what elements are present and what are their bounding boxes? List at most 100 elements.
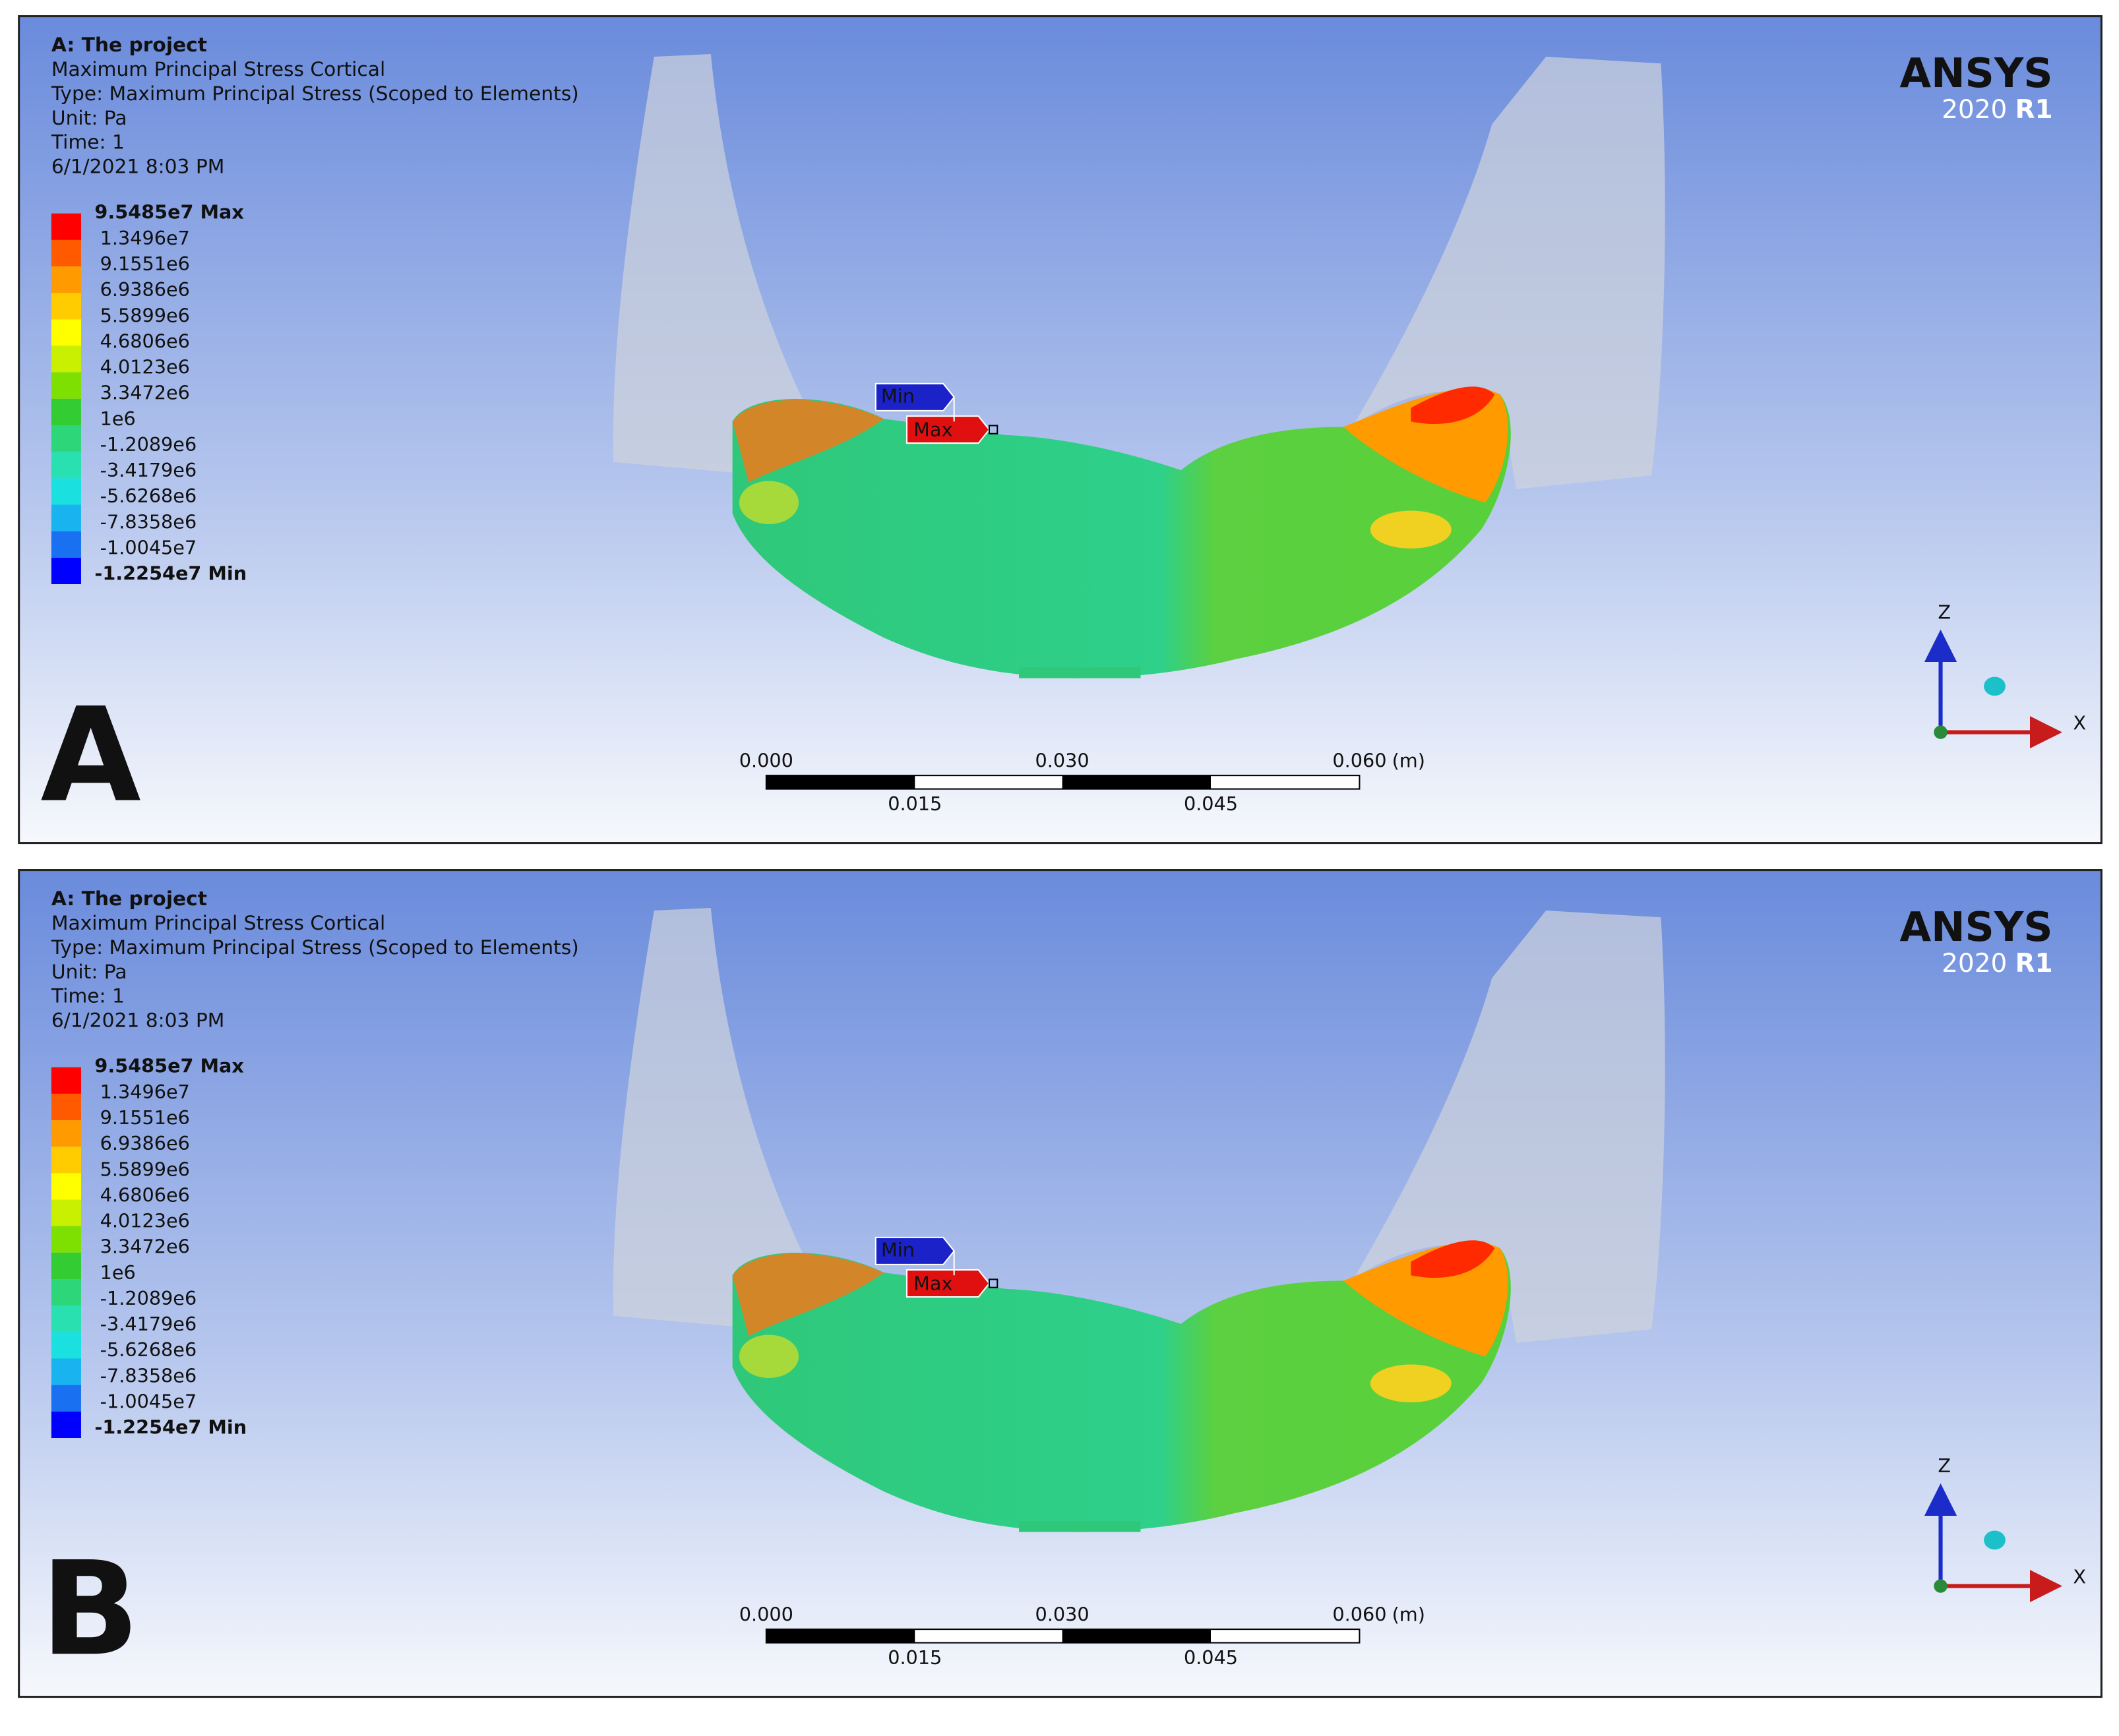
scale-label: 0.045 (1184, 793, 1238, 815)
triad-sphere (1984, 676, 2006, 696)
legend-swatch (51, 478, 81, 505)
header-line: Time: 1 (51, 131, 125, 154)
triad-sphere (1984, 1530, 2006, 1550)
base (1019, 667, 1141, 678)
legend-label: 1.3496e7 (100, 227, 190, 249)
scale-label: 0.000 (739, 750, 793, 772)
legend-swatch (51, 266, 81, 293)
min-flag (875, 382, 955, 411)
legend-swatch (51, 293, 81, 320)
header-line: Time: 1 (51, 985, 125, 1008)
scale-unit: (m) (1392, 1603, 1425, 1626)
legend-swatch (51, 1385, 81, 1412)
logo-year: 2020 (1942, 949, 2007, 978)
legend-swatch (51, 319, 81, 346)
legend-label: -5.6268e6 (100, 485, 197, 507)
header-line: Maximum Principal Stress Cortical (51, 912, 385, 935)
legend-label: 4.6806e6 (100, 1183, 190, 1206)
scale-label: 0.060 (1332, 750, 1386, 772)
legend-label: 9.1551e6 (100, 1106, 190, 1129)
base (1019, 1521, 1141, 1532)
legend-label: 1.3496e7 (100, 1081, 190, 1103)
panel-letter: A (40, 680, 140, 831)
scale-label: 0.060 (1332, 1603, 1386, 1626)
legend-label: 4.0123e6 (100, 356, 190, 378)
stress-left (732, 400, 884, 483)
triad-origin (1934, 725, 1948, 739)
logo-version: 2020 R1 (1942, 949, 2052, 978)
probe-point (988, 425, 998, 434)
panel-letter: B (40, 1534, 139, 1685)
legend-label: 4.6806e6 (100, 330, 190, 352)
scale-seg (1062, 775, 1211, 789)
legend-swatch (51, 1147, 81, 1174)
scale-label: 0.015 (888, 793, 942, 815)
legend-label: -1.2254e7 Min (94, 562, 247, 585)
legend-label: 5.5899e6 (100, 304, 190, 326)
legend-label: -1.0045e7 (100, 537, 197, 559)
header-line: Maximum Principal Stress Cortical (51, 58, 385, 81)
legend-label: 9.5485e7 Max (94, 201, 244, 224)
legend-swatch (51, 1252, 81, 1280)
triad-origin (1934, 1579, 1948, 1593)
header-line: Type: Maximum Principal Stress (Scoped t… (51, 82, 579, 105)
max-flag (906, 415, 991, 444)
logo-year: 2020 (1942, 95, 2007, 125)
scale-seg (766, 1629, 915, 1643)
legend-label: 1e6 (100, 1261, 136, 1284)
legend-label: 5.5899e6 (100, 1158, 190, 1180)
mandible (732, 1243, 1511, 1532)
viewport-background (18, 869, 2103, 1698)
legend-swatch (51, 1279, 81, 1306)
legend-label: -7.8358e6 (100, 510, 197, 533)
stress-left (732, 1253, 884, 1336)
header-line: Unit: Pa (51, 961, 127, 984)
logo-release: R1 (2015, 95, 2053, 125)
legend-label: 3.3472e6 (100, 382, 190, 404)
scale-seg (1062, 1629, 1211, 1643)
header-line: 6/1/2021 8:03 PM (51, 156, 225, 179)
stress-left-yellow (739, 1334, 799, 1379)
legend-label: 9.5485e7 Max (94, 1055, 244, 1077)
logo-name: ANSYS (1900, 50, 2053, 97)
legend-label: 6.9386e6 (100, 278, 190, 301)
legend-swatch (51, 1358, 81, 1385)
header-line: Type: Maximum Principal Stress (Scoped t… (51, 936, 579, 959)
legend-label: -1.2089e6 (100, 433, 197, 456)
legend-swatch (51, 345, 81, 373)
legend-label: -3.4179e6 (100, 1313, 197, 1335)
scale-label: 0.015 (888, 1646, 942, 1669)
stress-right-red (1411, 386, 1495, 424)
stress-right-yellow (1370, 510, 1452, 549)
legend-swatch (51, 1332, 81, 1359)
legend-swatch (51, 1199, 81, 1226)
legend-label: -1.2254e7 Min (94, 1416, 247, 1439)
legend-label: -3.4179e6 (100, 459, 197, 481)
logo-release: R1 (2015, 949, 2053, 978)
legend-swatch (51, 1120, 81, 1147)
legend-label: -1.0045e7 (100, 1391, 197, 1413)
logo-name: ANSYS (1900, 904, 2053, 951)
bone-left (613, 907, 806, 1327)
viewport-background (18, 15, 2103, 845)
max-flag (906, 1269, 991, 1298)
legend-swatch (51, 452, 81, 479)
legend-label: -7.8358e6 (100, 1364, 197, 1387)
legend-swatch (51, 1411, 81, 1438)
scale-seg (766, 775, 915, 789)
max-label: Max (913, 419, 952, 441)
legend-label: 3.3472e6 (100, 1236, 190, 1258)
legend-swatch (51, 1305, 81, 1332)
axis-x-label: X (2073, 711, 2086, 734)
mandible (732, 390, 1511, 678)
legend-swatch (51, 372, 81, 399)
legend-swatch (51, 1093, 81, 1121)
legend-swatch (51, 1226, 81, 1253)
stress-left-yellow (739, 481, 799, 525)
bone-left (613, 53, 806, 473)
legend-swatch (51, 1173, 81, 1200)
axis-z-label: Z (1938, 601, 1951, 623)
probe-point (988, 1278, 998, 1288)
